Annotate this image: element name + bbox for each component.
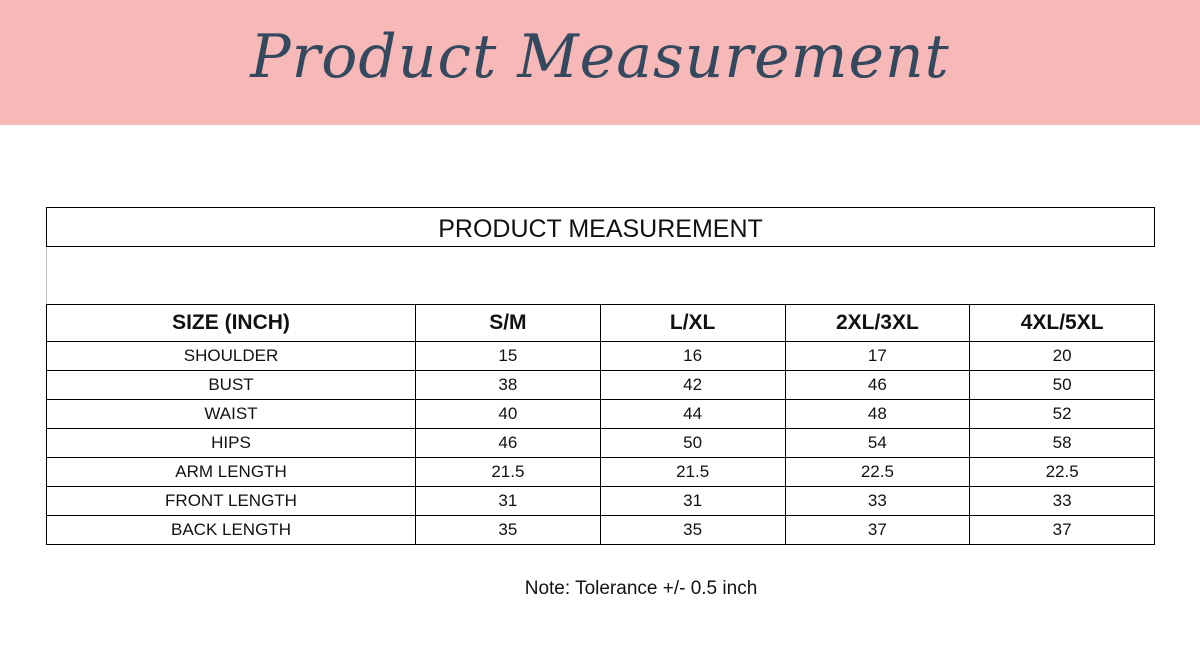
- cell: 33: [969, 486, 1155, 516]
- size-table: SIZE (INCH) S/M L/XL 2XL/3XL 4XL/5XL SHOULDE…: [46, 304, 1155, 545]
- table-row: BACK LENGTH 35 35 37 37: [46, 515, 1155, 545]
- banner-title: Product Measurement: [250, 22, 950, 92]
- cell: 35: [415, 515, 601, 545]
- row-label: FRONT LENGTH: [46, 486, 416, 516]
- cell: 40: [415, 399, 601, 429]
- table-row: ARM LENGTH 21.5 21.5 22.5 22.5: [46, 457, 1155, 487]
- sheet: PRODUCT MEASUREMENT SIZE (INCH) S/M L/XL 2X…: [46, 207, 1155, 545]
- cell: 20: [969, 341, 1155, 371]
- row-label: ARM LENGTH: [46, 457, 416, 487]
- cell: 50: [599, 428, 786, 458]
- header-cell: L/XL: [599, 304, 786, 342]
- cell: 54: [784, 428, 971, 458]
- cell: 33: [784, 486, 971, 516]
- cell: 15: [415, 341, 601, 371]
- cell: 17: [784, 341, 971, 371]
- table-row: FRONT LENGTH 31 31 33 33: [46, 486, 1155, 516]
- header-cell: 2XL/3XL: [784, 304, 971, 342]
- cell: 38: [415, 370, 601, 400]
- cell: 42: [599, 370, 786, 400]
- cell: 52: [969, 399, 1155, 429]
- row-label: BACK LENGTH: [46, 515, 416, 545]
- cell: 46: [415, 428, 601, 458]
- cell: 31: [599, 486, 786, 516]
- cell: 16: [599, 341, 786, 371]
- cell: 22.5: [969, 457, 1155, 487]
- table-row: BUST 38 42 46 50: [46, 370, 1155, 400]
- cell: 37: [784, 515, 971, 545]
- table-row: WAIST 40 44 48 52: [46, 399, 1155, 429]
- cell: 46: [784, 370, 971, 400]
- cell: 31: [415, 486, 601, 516]
- cell: 21.5: [415, 457, 601, 487]
- header-cell: SIZE (INCH): [46, 304, 416, 342]
- table-title: PRODUCT MEASUREMENT: [46, 207, 1155, 247]
- note: Note: Tolerance +/- 0.5 inch: [524, 578, 758, 599]
- cell: 50: [969, 370, 1155, 400]
- cell: 22.5: [784, 457, 971, 487]
- row-label: WAIST: [46, 399, 416, 429]
- cell: 44: [599, 399, 786, 429]
- header-cell: S/M: [415, 304, 601, 342]
- header-cell: 4XL/5XL: [969, 304, 1155, 342]
- table-row: HIPS 46 50 54 58: [46, 428, 1155, 458]
- cell: 58: [969, 428, 1155, 458]
- row-label: SHOULDER: [46, 341, 416, 371]
- cell: 48: [784, 399, 971, 429]
- row-label: HIPS: [46, 428, 416, 458]
- row-label: BUST: [46, 370, 416, 400]
- banner: Product Measurement: [0, 0, 1200, 125]
- cell: 21.5: [599, 457, 786, 487]
- cell: 37: [969, 515, 1155, 545]
- header-row: SIZE (INCH) S/M L/XL 2XL/3XL 4XL/5XL: [46, 304, 1155, 342]
- blank-row: [46, 247, 1155, 304]
- table-row: SHOULDER 15 16 17 20: [46, 341, 1155, 371]
- cell: 35: [599, 515, 786, 545]
